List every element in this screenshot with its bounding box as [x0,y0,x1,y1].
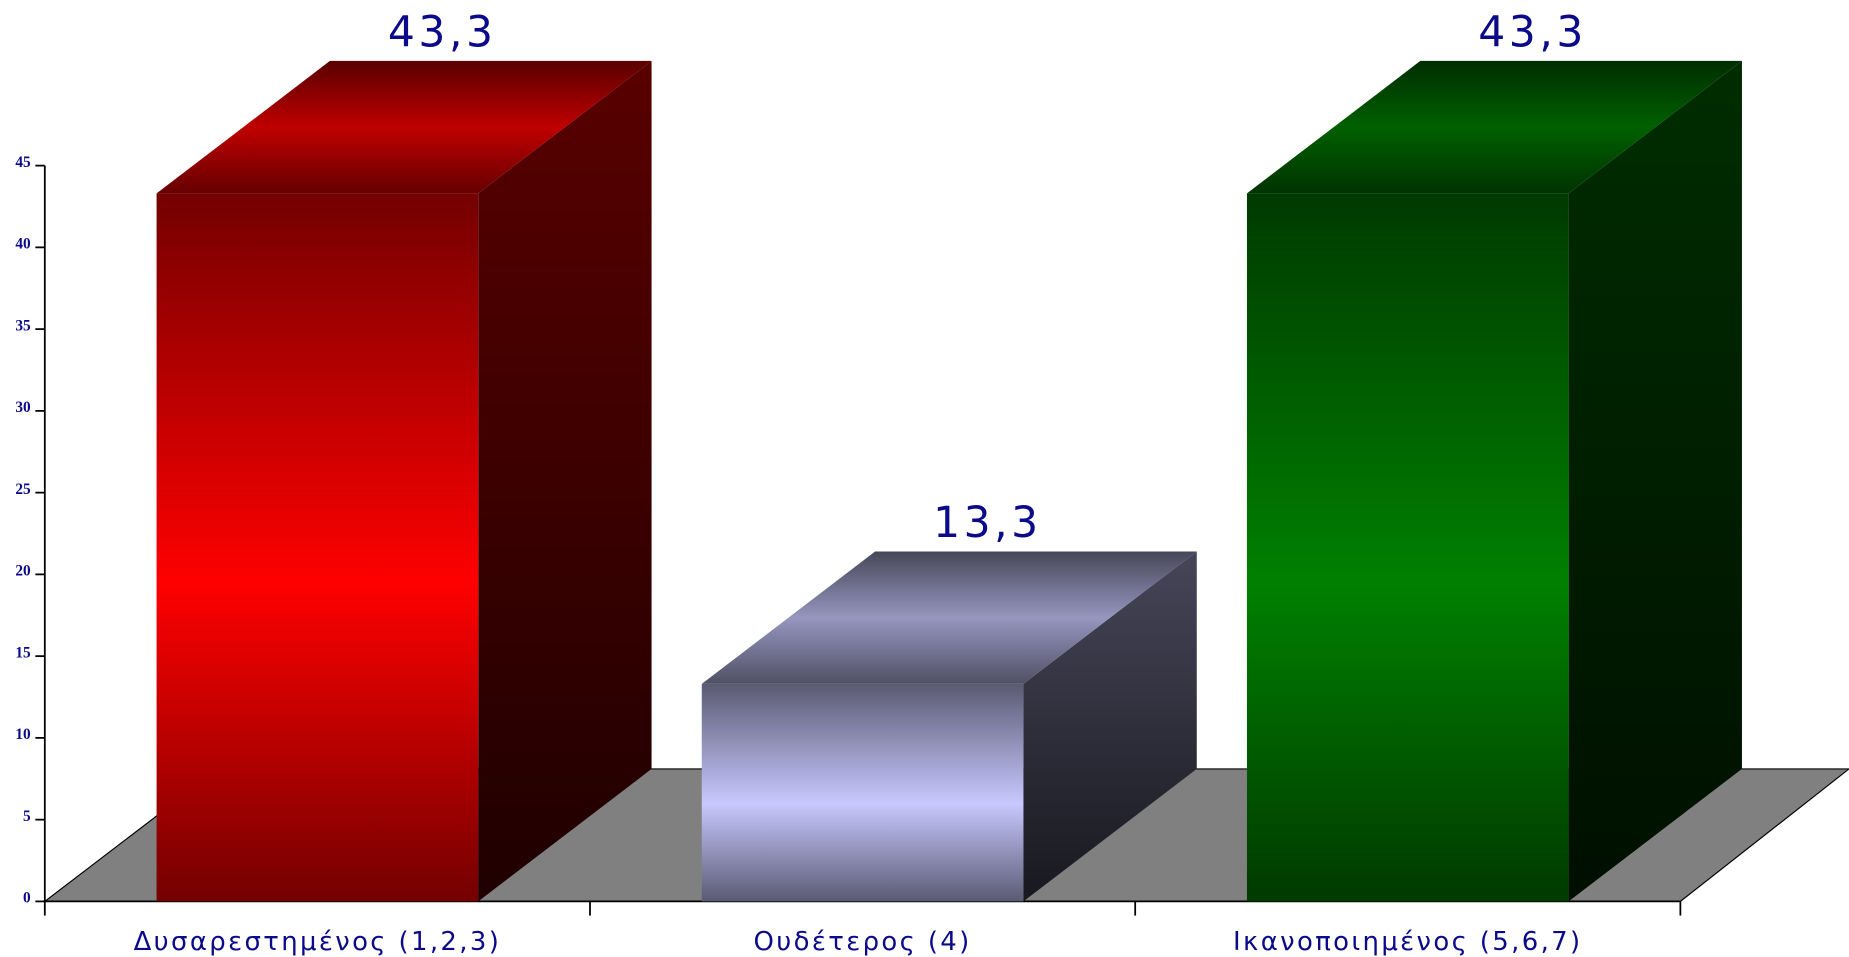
bar [1246,60,1742,902]
value-label: 43,3 [388,9,497,58]
value-label: 13,3 [933,499,1042,548]
y-tick-label: 5 [23,808,31,825]
x-tick-label: Δυσαρεστημένος (1,2,3) [134,927,502,957]
y-tick-label: 40 [15,236,31,253]
bar [701,551,1197,902]
y-tick-label: 25 [15,481,31,498]
x-tick-label: Ουδέτερος (4) [754,927,972,957]
value-label: 43,3 [1478,9,1587,58]
y-tick-label: 15 [15,644,31,661]
bar-side [1023,551,1197,902]
y-tick-label: 35 [15,317,31,334]
y-tick-label: 45 [15,154,31,171]
bar [156,60,652,902]
bar-front [156,193,479,902]
bar-side [1568,60,1742,902]
bar-front [701,683,1024,902]
bar-top [156,60,652,194]
bar-top [1246,60,1742,194]
y-tick-label: 20 [15,563,31,580]
y-tick-label: 10 [15,726,31,743]
x-tick-label: Ικανοποιημένος (5,6,7) [1233,927,1582,957]
bar-top [701,551,1197,684]
y-tick-label: 30 [15,399,31,416]
y-tick-label: 0 [23,890,31,907]
bar-side [478,60,652,902]
bar-front [1246,193,1569,902]
